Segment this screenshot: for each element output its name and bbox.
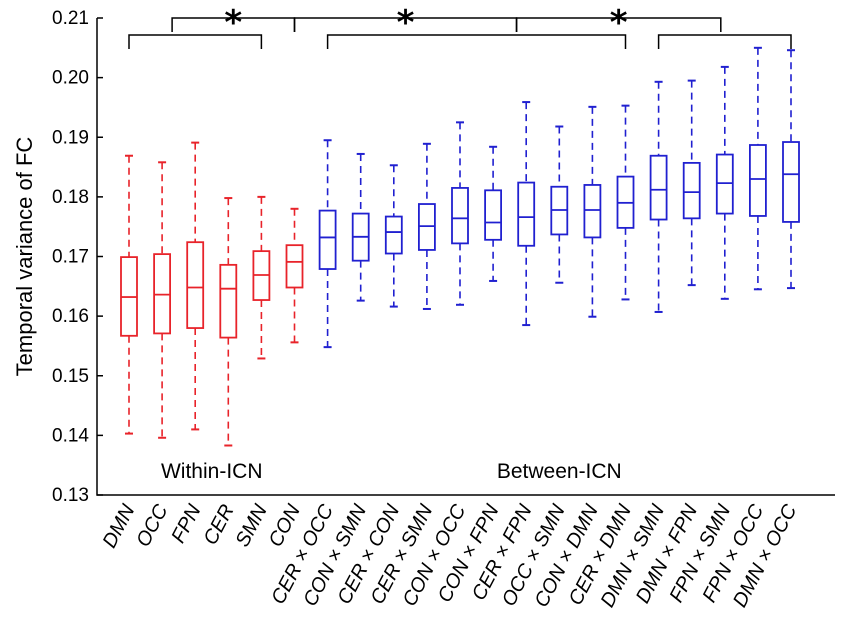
iqr-box (649, 154, 668, 221)
box-con (285, 207, 304, 344)
iqr-box (451, 187, 469, 245)
box-cer (219, 197, 238, 447)
y-tick-label: 0.21 (52, 8, 89, 29)
box-con-smn (351, 152, 370, 302)
box-dmn-occ (782, 49, 800, 290)
box-fpn-smn (715, 65, 734, 300)
box-cer-con (384, 164, 403, 308)
significance-star: * (224, 3, 242, 43)
iqr-box (219, 263, 238, 339)
bracket-group (326, 34, 627, 49)
group-label-between: Between-ICN (497, 460, 622, 483)
bracket-group (128, 34, 263, 49)
y-tick-label: 0.20 (52, 68, 89, 89)
iqr-box (517, 181, 536, 247)
box-fpn-occ (749, 46, 767, 291)
x-tick-label: OCC (132, 501, 173, 551)
y-tick-label: 0.16 (52, 306, 89, 327)
box-cer-smn (417, 142, 436, 310)
y-tick-label: 0.19 (52, 127, 89, 148)
box-fpn (186, 141, 205, 431)
iqr-box (583, 184, 602, 239)
iqr-box (384, 215, 403, 255)
boxes (120, 46, 800, 447)
box-occ-smn (550, 125, 569, 284)
box-con-dmn (583, 105, 602, 318)
iqr-box (484, 189, 503, 241)
y-axis-label: Temporal variance of FC (12, 137, 37, 377)
iqr-box (782, 141, 800, 223)
y-tick-label: 0.15 (52, 366, 89, 387)
y-ticks: 0.13 0.14 0.15 0.16 0.17 0.18 0.19 0.20 0.21 (52, 8, 103, 506)
x-tick-label: DMN (99, 501, 140, 552)
y-tick-label: 0.13 (52, 485, 89, 506)
box-dmn (120, 154, 138, 435)
iqr-box (318, 209, 337, 270)
significance-brackets: * * * (128, 3, 792, 49)
box-con-fpn (484, 145, 503, 282)
box-dmn-smn (649, 80, 668, 313)
significance-star: * (397, 3, 415, 43)
box-cer-dmn (616, 104, 635, 301)
box-con-occ (451, 121, 469, 306)
iqr-box (285, 244, 304, 289)
iqr-box (749, 144, 767, 217)
significance-star: * (610, 3, 628, 43)
y-tick-label: 0.14 (52, 425, 89, 446)
box-occ (153, 161, 172, 439)
iqr-box (682, 161, 701, 220)
bracket-group (657, 34, 792, 49)
x-tick-label: SMN (232, 501, 273, 551)
y-tick-label: 0.17 (52, 247, 89, 268)
iqr-box (186, 241, 205, 329)
y-tick-label: 0.18 (52, 187, 89, 208)
group-labels: Within-ICN Between-ICN (161, 460, 622, 483)
box-cer-fpn (517, 101, 536, 327)
bracket-connector (515, 17, 722, 32)
group-label-within: Within-ICN (161, 460, 263, 483)
box-dmn-fpn (682, 79, 701, 287)
box-smn (252, 195, 271, 360)
box-cer-occ (318, 139, 337, 349)
